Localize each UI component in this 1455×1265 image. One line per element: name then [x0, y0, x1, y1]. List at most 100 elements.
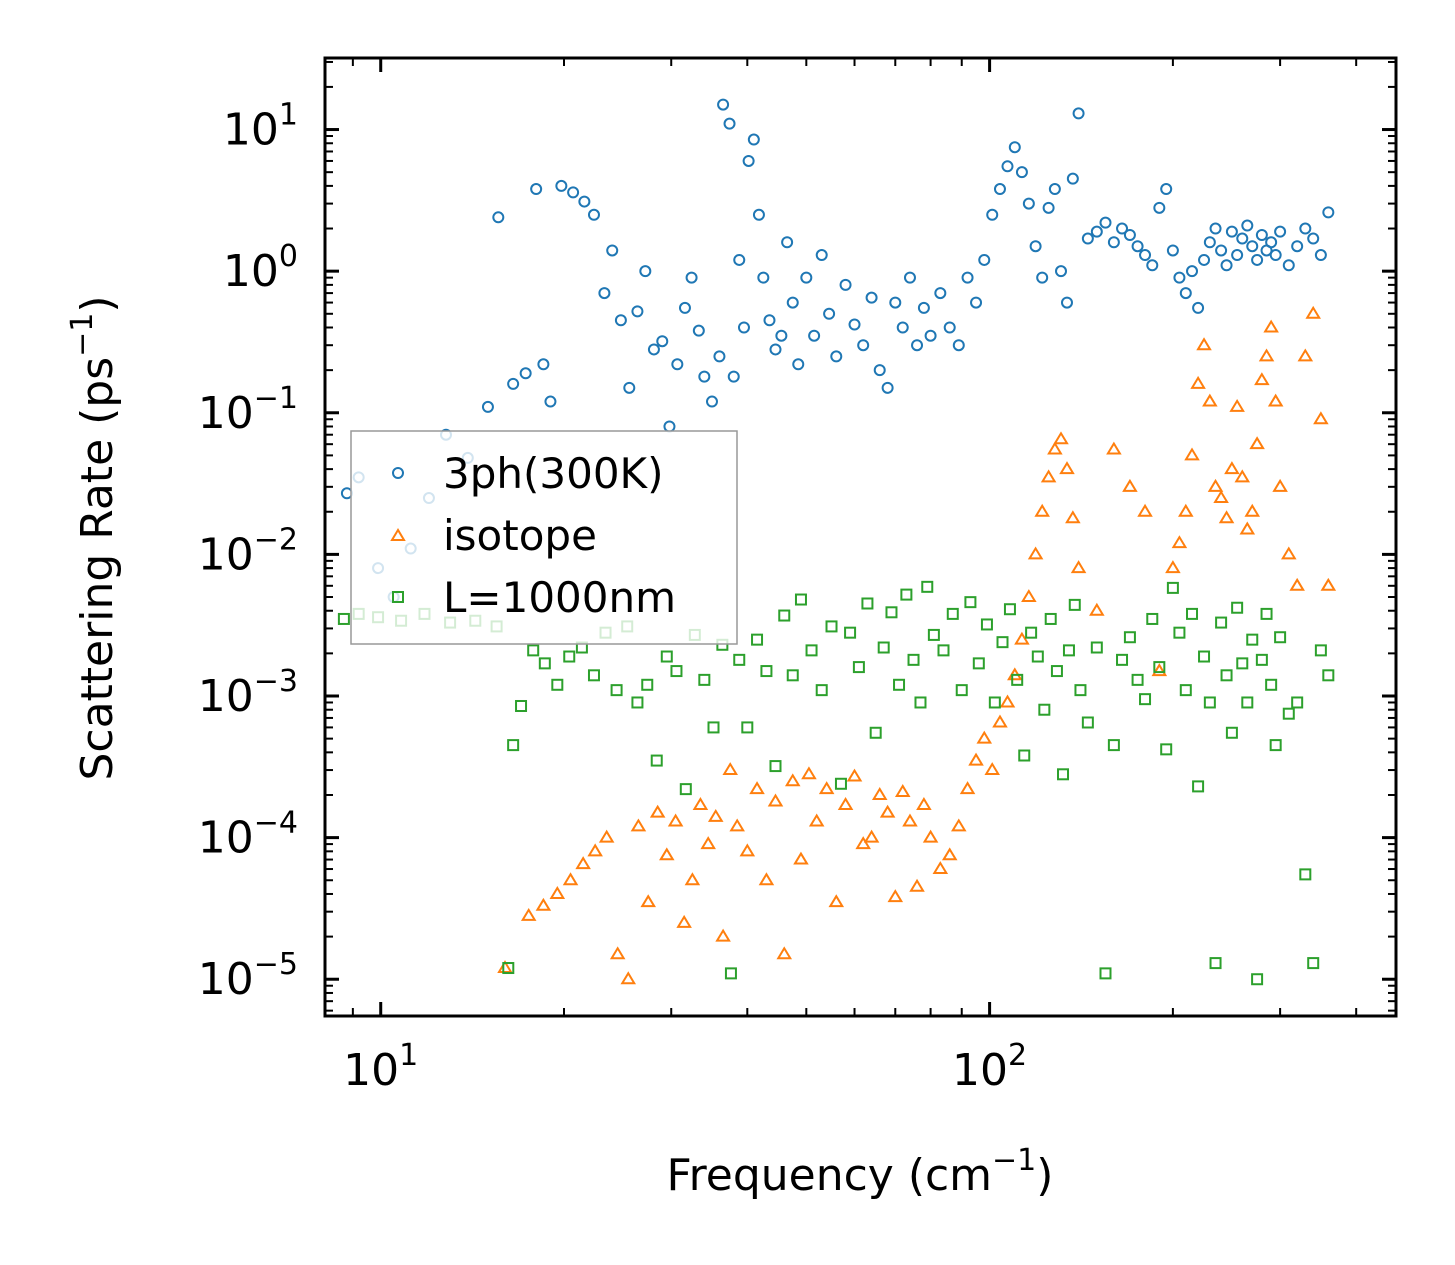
- data-point-1-21: [722, 762, 739, 776]
- legend-marker-l1000: [392, 591, 404, 603]
- data-point-1-62: [1053, 431, 1069, 445]
- data-point-2-78: [1107, 739, 1120, 752]
- data-point-0-61: [889, 296, 902, 309]
- data-point-1-11: [640, 894, 656, 908]
- data-point-1-50: [968, 752, 984, 766]
- tick-layer: [325, 58, 1396, 1016]
- data-point-0-43: [757, 271, 770, 284]
- data-point-0-41: [747, 133, 760, 146]
- data-point-1-53: [992, 714, 1008, 728]
- data-point-2-64: [1011, 673, 1024, 686]
- data-point-1-57: [1021, 589, 1037, 603]
- data-point-0-66: [924, 329, 937, 342]
- data-point-1-33: [828, 894, 845, 908]
- data-point-2-39: [805, 644, 818, 657]
- data-point-2-24: [670, 665, 683, 678]
- data-point-0-114: [1255, 229, 1268, 242]
- data-point-1-5: [575, 856, 591, 870]
- data-point-1-80: [1218, 510, 1235, 524]
- data-point-2-35: [769, 760, 782, 773]
- data-point-2-60: [980, 618, 993, 631]
- y-tick-label-base: 10: [198, 529, 254, 580]
- legend-item-l1000: L=1000nm: [392, 573, 676, 622]
- data-point-1-67: [1106, 441, 1122, 455]
- plot-frame: [323, 56, 1398, 1018]
- data-point-1-85: [1244, 503, 1261, 517]
- data-point-1-20: [715, 928, 731, 942]
- data-point-0-45: [769, 343, 782, 356]
- legend-marker-isotope: [390, 528, 406, 541]
- data-point-1-36: [855, 836, 871, 850]
- data-point-1-24: [749, 781, 765, 795]
- data-point-0-110: [1236, 232, 1249, 245]
- data-point-2-34: [760, 665, 773, 678]
- data-point-1-59: [1034, 503, 1050, 517]
- data-point-2-93: [1209, 957, 1222, 970]
- data-point-2-97: [1231, 601, 1244, 614]
- y-tick-label-base: 10: [198, 954, 254, 1005]
- data-point-1-22: [729, 818, 745, 832]
- data-point-0-30: [685, 271, 698, 284]
- data-point-2-49: [893, 678, 906, 691]
- data-point-0-64: [911, 339, 924, 352]
- data-point-1-10: [630, 818, 647, 832]
- data-point-2-45: [861, 597, 874, 610]
- data-point-2-96: [1225, 726, 1238, 739]
- data-point-2-110: [1307, 957, 1320, 970]
- data-point-0-40: [742, 154, 755, 167]
- data-point-2-37: [786, 669, 799, 682]
- data-point-2-88: [1179, 684, 1192, 697]
- data-point-0-104: [1203, 236, 1216, 249]
- y-tick-label-1: 10−4: [198, 806, 298, 864]
- x-tick-label-base: 10: [952, 1045, 1008, 1096]
- data-point-2-84: [1153, 661, 1166, 674]
- data-point-0-76: [1008, 141, 1021, 154]
- data-point-0-25: [647, 343, 660, 356]
- y-tick-label-5: 100: [223, 239, 298, 297]
- x-tick-label-0: 101: [343, 1038, 418, 1096]
- data-point-1-69: [1137, 503, 1153, 517]
- y-tick-label-exp: −4: [254, 806, 298, 841]
- data-point-1-81: [1224, 461, 1240, 475]
- data-point-2-86: [1166, 581, 1179, 594]
- data-point-0-118: [1274, 225, 1287, 238]
- data-point-1-37: [863, 829, 880, 843]
- data-point-0-93: [1131, 240, 1144, 253]
- data-point-0-103: [1198, 253, 1211, 266]
- data-point-1-41: [894, 784, 911, 797]
- data-point-1-14: [667, 813, 684, 827]
- data-point-0-23: [631, 305, 644, 318]
- data-point-1-39: [879, 804, 896, 818]
- data-point-1-28: [784, 773, 801, 787]
- data-point-2-107: [1282, 707, 1295, 720]
- data-point-2-71: [1057, 768, 1070, 781]
- data-point-1-90: [1267, 393, 1284, 407]
- data-point-1-83: [1234, 469, 1251, 483]
- data-point-0-44: [763, 314, 776, 327]
- data-point-2-46: [869, 726, 882, 739]
- data-point-0-70: [961, 271, 974, 284]
- data-point-1-19: [707, 808, 724, 822]
- legend-item-isotope: isotope: [390, 511, 597, 560]
- data-point-0-78: [1022, 197, 1035, 210]
- data-point-1-25: [758, 872, 775, 886]
- data-point-0-68: [943, 321, 956, 334]
- data-point-2-95: [1220, 669, 1233, 682]
- data-point-2-53: [921, 580, 934, 593]
- data-point-0-107: [1220, 259, 1233, 272]
- data-point-0-113: [1251, 253, 1264, 266]
- data-point-1-79: [1213, 490, 1229, 504]
- data-point-2-27: [698, 673, 711, 686]
- data-point-0-96: [1153, 201, 1166, 214]
- data-point-1-46: [932, 861, 949, 875]
- data-point-0-37: [727, 370, 740, 383]
- data-point-0-124: [1322, 206, 1335, 219]
- data-point-1-23: [739, 843, 756, 857]
- data-point-1-84: [1239, 521, 1256, 535]
- data-point-1-77: [1202, 393, 1218, 407]
- x-axis-title-main: Frequency (cm: [667, 1150, 993, 1201]
- data-point-2-59: [972, 657, 985, 670]
- data-point-0-89: [1099, 216, 1112, 229]
- data-point-0-77: [1015, 166, 1028, 179]
- data-point-0-86: [1072, 107, 1085, 120]
